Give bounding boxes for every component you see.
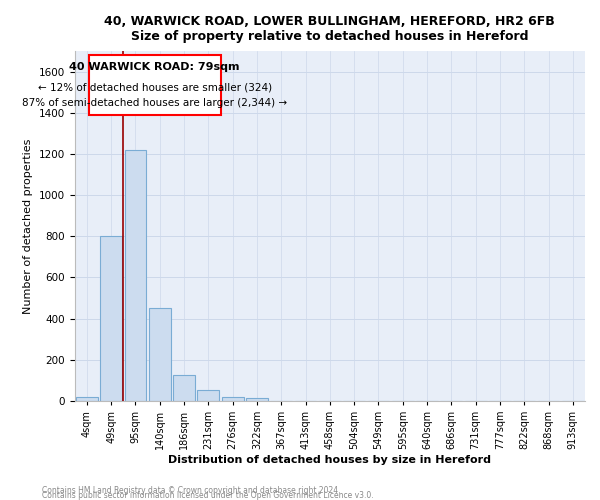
Bar — [173, 375, 195, 401]
Bar — [222, 397, 244, 401]
X-axis label: Distribution of detached houses by size in Hereford: Distribution of detached houses by size … — [169, 455, 491, 465]
Bar — [246, 398, 268, 401]
Text: Contains HM Land Registry data © Crown copyright and database right 2024.: Contains HM Land Registry data © Crown c… — [42, 486, 341, 495]
Bar — [149, 308, 170, 401]
Text: ← 12% of detached houses are smaller (324): ← 12% of detached houses are smaller (32… — [38, 82, 272, 92]
Bar — [76, 397, 98, 401]
Bar — [197, 390, 219, 401]
Bar — [125, 150, 146, 401]
Y-axis label: Number of detached properties: Number of detached properties — [23, 138, 33, 314]
Text: 87% of semi-detached houses are larger (2,344) →: 87% of semi-detached houses are larger (… — [22, 98, 287, 108]
Title: 40, WARWICK ROAD, LOWER BULLINGHAM, HEREFORD, HR2 6FB
Size of property relative : 40, WARWICK ROAD, LOWER BULLINGHAM, HERE… — [104, 15, 555, 43]
Text: Contains public sector information licensed under the Open Government Licence v3: Contains public sector information licen… — [42, 491, 374, 500]
Bar — [100, 236, 122, 401]
Text: 40 WARWICK ROAD: 79sqm: 40 WARWICK ROAD: 79sqm — [70, 62, 240, 72]
FancyBboxPatch shape — [89, 55, 221, 115]
